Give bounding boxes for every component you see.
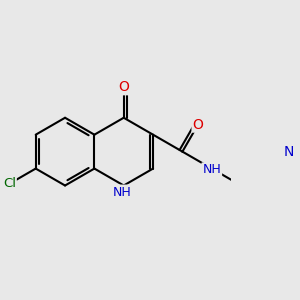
- Text: O: O: [118, 80, 129, 94]
- Text: NH: NH: [202, 164, 221, 176]
- Text: N: N: [284, 145, 294, 159]
- Text: O: O: [193, 118, 203, 132]
- Text: NH: NH: [112, 185, 131, 199]
- Text: Cl: Cl: [3, 177, 16, 190]
